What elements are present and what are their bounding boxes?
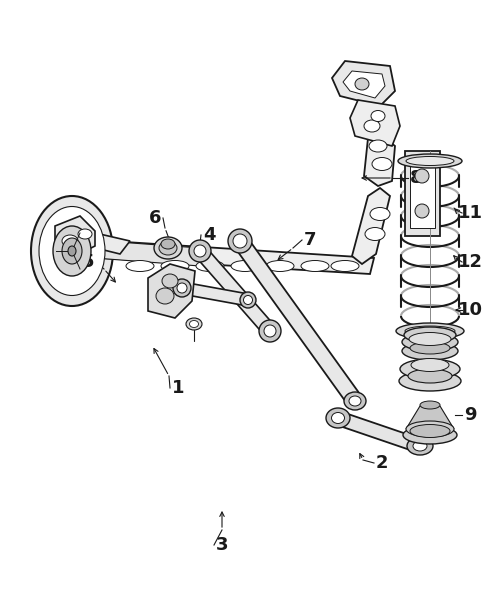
Ellipse shape xyxy=(161,239,175,249)
Ellipse shape xyxy=(406,421,454,437)
Polygon shape xyxy=(410,158,435,228)
Text: 10: 10 xyxy=(458,301,482,319)
Ellipse shape xyxy=(156,288,174,304)
Ellipse shape xyxy=(331,412,345,424)
Ellipse shape xyxy=(369,140,387,152)
Polygon shape xyxy=(405,151,440,236)
Polygon shape xyxy=(63,238,374,274)
Polygon shape xyxy=(364,134,395,186)
Ellipse shape xyxy=(301,260,329,272)
Ellipse shape xyxy=(349,396,361,406)
Ellipse shape xyxy=(400,359,460,379)
Ellipse shape xyxy=(410,342,450,354)
Ellipse shape xyxy=(240,292,256,308)
Ellipse shape xyxy=(231,260,259,272)
Text: 12: 12 xyxy=(458,253,482,271)
Text: 7: 7 xyxy=(304,231,316,249)
Polygon shape xyxy=(233,237,362,406)
Text: 3: 3 xyxy=(216,536,228,554)
Ellipse shape xyxy=(196,260,224,272)
Text: 1: 1 xyxy=(172,379,184,397)
Polygon shape xyxy=(181,282,249,306)
Ellipse shape xyxy=(405,326,455,336)
Polygon shape xyxy=(350,100,400,146)
Polygon shape xyxy=(55,216,95,256)
Ellipse shape xyxy=(126,260,154,272)
Ellipse shape xyxy=(413,441,427,451)
Ellipse shape xyxy=(406,157,454,166)
Ellipse shape xyxy=(161,260,189,272)
Polygon shape xyxy=(352,188,390,264)
Ellipse shape xyxy=(233,234,247,248)
Text: 9: 9 xyxy=(464,406,476,424)
Ellipse shape xyxy=(189,240,211,262)
Ellipse shape xyxy=(371,110,385,122)
Text: 5: 5 xyxy=(82,253,94,271)
Text: 4: 4 xyxy=(203,226,215,244)
Text: 8: 8 xyxy=(409,169,423,187)
Ellipse shape xyxy=(398,154,462,168)
Ellipse shape xyxy=(68,246,76,256)
Polygon shape xyxy=(332,61,395,106)
Ellipse shape xyxy=(415,169,429,183)
Ellipse shape xyxy=(177,283,187,293)
Ellipse shape xyxy=(410,424,450,437)
Ellipse shape xyxy=(62,238,82,264)
Ellipse shape xyxy=(364,120,380,132)
Polygon shape xyxy=(343,71,385,98)
Ellipse shape xyxy=(173,279,191,297)
Ellipse shape xyxy=(402,342,458,360)
Ellipse shape xyxy=(326,408,350,428)
Ellipse shape xyxy=(344,392,366,410)
Ellipse shape xyxy=(53,226,91,276)
Ellipse shape xyxy=(264,325,276,337)
Ellipse shape xyxy=(162,274,178,288)
Text: 6: 6 xyxy=(149,209,161,227)
Ellipse shape xyxy=(399,371,461,391)
Ellipse shape xyxy=(404,327,456,343)
Text: 11: 11 xyxy=(458,204,482,222)
Ellipse shape xyxy=(228,229,252,253)
Ellipse shape xyxy=(402,333,458,351)
Ellipse shape xyxy=(420,401,440,409)
Ellipse shape xyxy=(62,235,78,247)
Ellipse shape xyxy=(194,245,206,257)
Ellipse shape xyxy=(259,320,281,342)
Ellipse shape xyxy=(409,333,451,346)
Ellipse shape xyxy=(415,204,429,218)
Ellipse shape xyxy=(31,196,113,306)
Ellipse shape xyxy=(407,437,433,455)
Polygon shape xyxy=(148,264,195,318)
Ellipse shape xyxy=(78,229,92,239)
Ellipse shape xyxy=(159,241,177,255)
Ellipse shape xyxy=(408,369,452,383)
Ellipse shape xyxy=(331,260,359,272)
Polygon shape xyxy=(55,226,130,254)
Ellipse shape xyxy=(243,296,253,305)
Polygon shape xyxy=(406,406,454,429)
Text: 2: 2 xyxy=(376,454,388,472)
Ellipse shape xyxy=(355,78,369,90)
Polygon shape xyxy=(195,246,275,336)
Ellipse shape xyxy=(266,260,294,272)
Polygon shape xyxy=(336,411,422,452)
Ellipse shape xyxy=(190,321,199,327)
Ellipse shape xyxy=(403,426,457,444)
Ellipse shape xyxy=(186,318,202,330)
Ellipse shape xyxy=(370,207,390,221)
Ellipse shape xyxy=(154,237,182,259)
Ellipse shape xyxy=(39,206,105,296)
Polygon shape xyxy=(63,238,200,266)
Ellipse shape xyxy=(365,228,385,241)
Ellipse shape xyxy=(396,323,464,339)
Ellipse shape xyxy=(372,157,392,170)
Ellipse shape xyxy=(411,359,449,371)
